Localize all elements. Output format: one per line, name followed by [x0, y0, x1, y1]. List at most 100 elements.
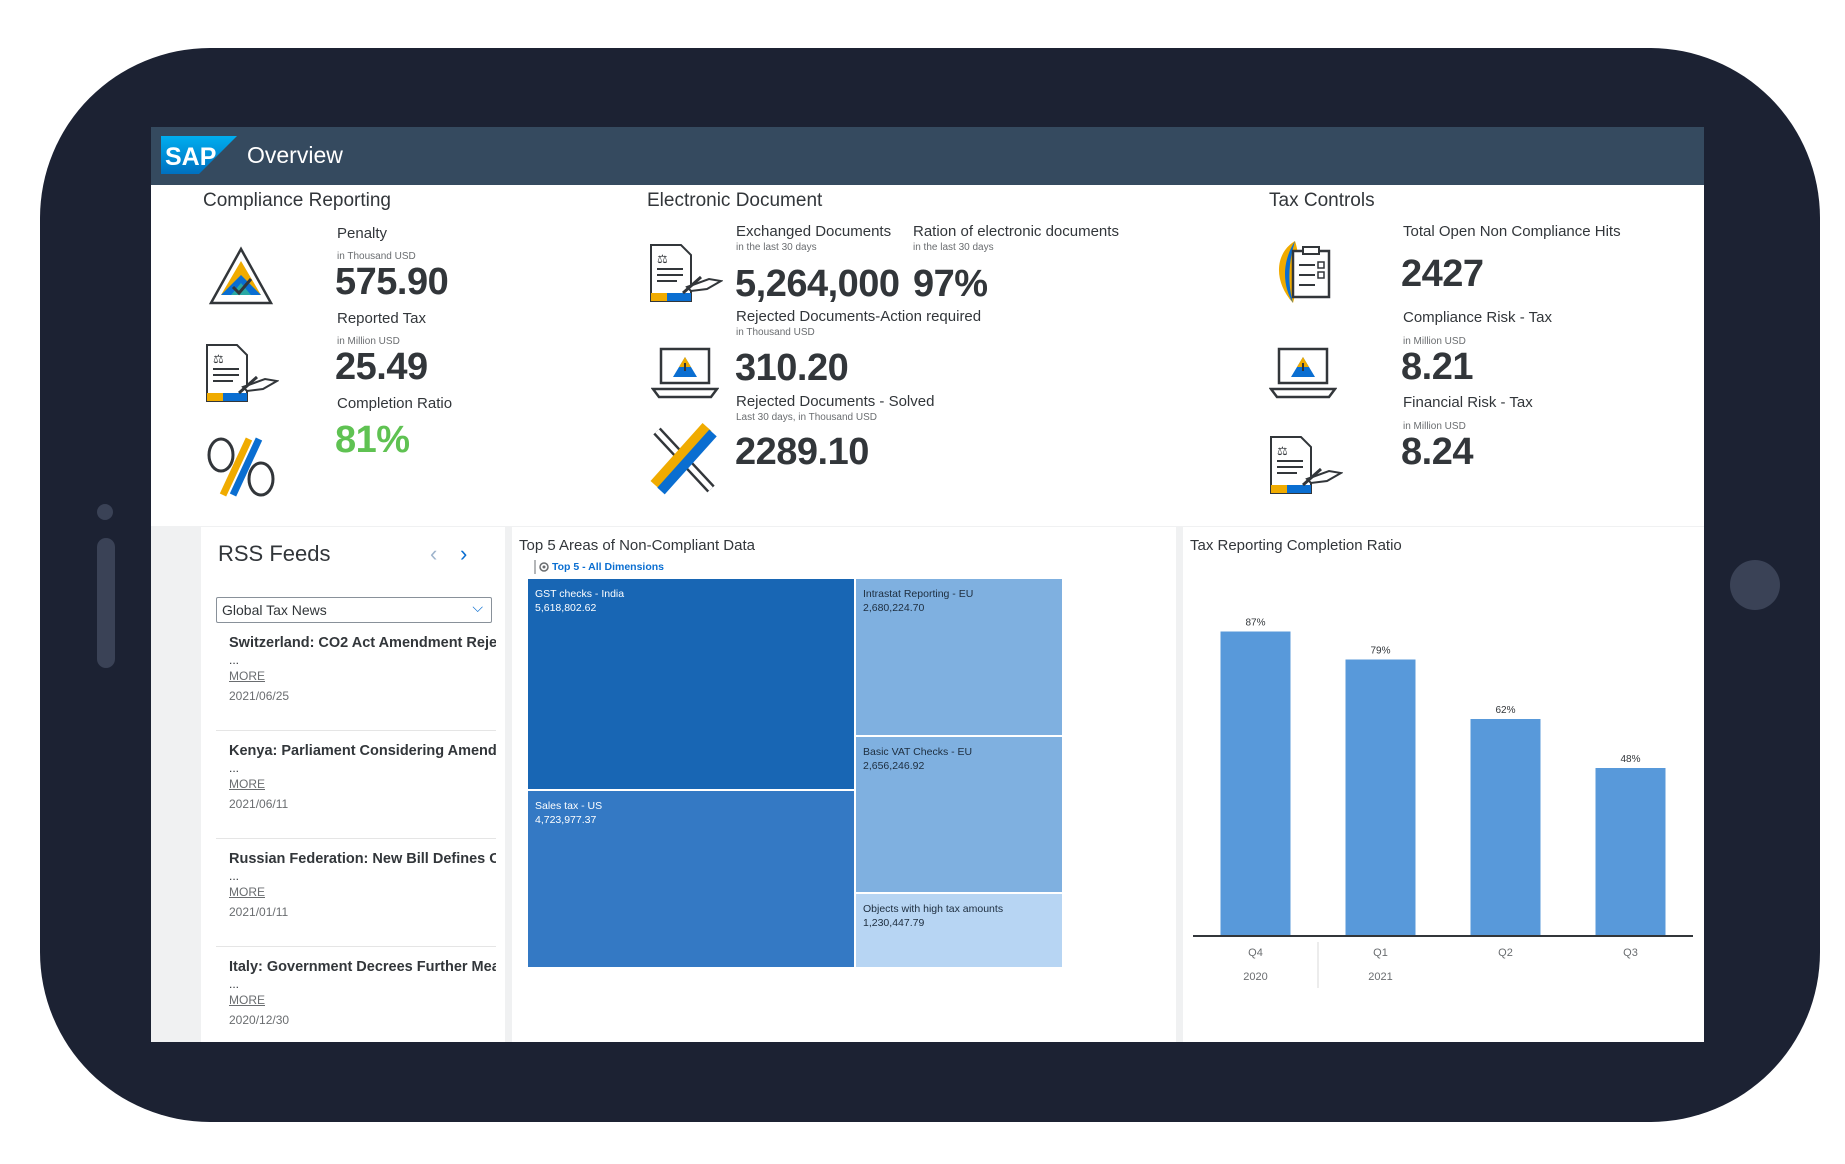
- rejected-action-value[interactable]: 310.20: [735, 347, 849, 389]
- electronic-section-title[interactable]: Electronic Document: [647, 190, 823, 211]
- shell-title: Overview: [247, 142, 343, 168]
- x-tick-label: Q3: [1623, 947, 1638, 959]
- treemap-dimension-link[interactable]: Top 5 - All Dimensions: [552, 561, 665, 573]
- x-group-label: 2020: [1243, 971, 1267, 983]
- treemap-tile-value: 1,230,447.79: [863, 917, 925, 929]
- completion-ratio-label: Completion Ratio: [337, 395, 453, 412]
- rss-item[interactable]: Russian Federation: New Bill Defines C .…: [216, 847, 496, 947]
- treemap-tile-label: GST checks - India: [535, 588, 625, 600]
- rss-feed-select[interactable]: Global Tax News ⌵: [216, 597, 492, 623]
- rss-feeds-title[interactable]: RSS Feeds: [218, 541, 331, 566]
- reported-tax-label: Reported Tax: [337, 310, 426, 327]
- cross-icon: [650, 423, 717, 495]
- percent-icon: [207, 437, 275, 497]
- bar-data-label: 62%: [1495, 705, 1515, 716]
- treemap-card: Top 5 Areas of Non-Compliant Data Top 5 …: [512, 527, 1176, 1042]
- bar-data-label: 79%: [1370, 646, 1390, 657]
- rss-item-more-link[interactable]: MORE: [229, 885, 265, 899]
- rss-item-more-link[interactable]: MORE: [229, 669, 265, 683]
- rss-item-ellipsis: ...: [229, 977, 240, 991]
- penalty-unit: in Thousand USD: [337, 251, 416, 262]
- svg-text:⚖: ⚖: [213, 352, 224, 366]
- rss-item-more-link[interactable]: MORE: [229, 777, 265, 791]
- rss-item[interactable]: Switzerland: CO2 Act Amendment Reje ... …: [216, 631, 496, 731]
- compliance-section-title[interactable]: Compliance Reporting: [203, 190, 391, 211]
- rejected-solved-label: Rejected Documents - Solved: [736, 393, 935, 410]
- treemap-tile-label: Objects with high tax amounts: [863, 903, 1004, 915]
- completion-ratio-value[interactable]: 81%: [335, 419, 410, 461]
- exchanged-docs-value[interactable]: 5,264,000: [735, 263, 900, 305]
- bar[interactable]: [1220, 631, 1291, 937]
- financial-risk-unit: in Million USD: [1403, 421, 1466, 432]
- rss-item-ellipsis: ...: [229, 761, 240, 775]
- financial-risk-label: Financial Risk - Tax: [1403, 394, 1533, 411]
- rss-item[interactable]: Kenya: Parliament Considering Amend ... …: [216, 739, 496, 839]
- bar-data-label: 87%: [1245, 618, 1265, 629]
- rss-item-title[interactable]: Russian Federation: New Bill Defines C: [229, 851, 496, 867]
- leaf-checklist-icon: [1278, 241, 1331, 303]
- tablet-speaker: [97, 538, 115, 668]
- treemap-tile[interactable]: Intrastat Reporting - EU 2,680,224.70: [856, 579, 1062, 735]
- rss-item-ellipsis: ...: [229, 869, 240, 883]
- laptop-warning-icon: [1269, 347, 1337, 399]
- ratio-edocs-sub: in the last 30 days: [913, 242, 994, 253]
- financial-risk-value[interactable]: 8.24: [1401, 431, 1473, 473]
- open-noncompliance-value[interactable]: 2427: [1401, 253, 1484, 295]
- exchanged-docs-sub: in the last 30 days: [736, 242, 817, 253]
- svg-text:⚖: ⚖: [1277, 444, 1288, 458]
- rss-item-title[interactable]: Italy: Government Decrees Further Mea: [229, 959, 496, 975]
- treemap-tile[interactable]: Objects with high tax amounts 1,230,447.…: [856, 894, 1062, 967]
- rss-next-button[interactable]: ›: [460, 541, 468, 566]
- sap-logo[interactable]: SAP: [161, 136, 237, 174]
- svg-text:⚖: ⚖: [657, 252, 668, 266]
- treemap-tile-label: Basic VAT Checks - EU: [863, 746, 973, 758]
- bar[interactable]: [1595, 768, 1666, 936]
- laptop-warning-icon: [651, 347, 719, 399]
- ratio-edocs-label: Ration of electronic documents: [913, 223, 1119, 240]
- compliance-risk-value[interactable]: 8.21: [1401, 346, 1473, 388]
- bar[interactable]: [1470, 719, 1541, 936]
- completion-ratio-chart-card: Tax Reporting Completion Ratio 87% Q4 79% Q…: [1183, 527, 1704, 1042]
- compliance-risk-unit: in Million USD: [1403, 336, 1466, 347]
- rss-item-date: 2021/01/11: [229, 905, 289, 919]
- chevron-down-icon: ⌵: [472, 599, 483, 615]
- treemap-tile-label: Sales tax - US: [535, 800, 603, 812]
- treemap-tile[interactable]: GST checks - India 5,618,802.62: [528, 579, 854, 789]
- rss-item-date: 2020/12/30: [229, 1013, 290, 1027]
- rss-item-date: 2021/06/11: [229, 797, 289, 811]
- triangle-check-icon: [208, 246, 274, 305]
- open-noncompliance-label: Total Open Non Compliance Hits: [1403, 223, 1621, 240]
- tablet-home-button[interactable]: [1730, 560, 1780, 610]
- screen: SAP Overview Compliance Reporting Penalt…: [151, 127, 1704, 1042]
- bar[interactable]: [1345, 659, 1416, 937]
- sap-logo-text: SAP: [165, 143, 216, 171]
- bar-chart-title[interactable]: Tax Reporting Completion Ratio: [1190, 537, 1402, 554]
- treemap-title[interactable]: Top 5 Areas of Non-Compliant Data: [519, 537, 755, 554]
- treemap-tile[interactable]: Sales tax - US 4,723,977.37: [528, 791, 854, 967]
- x-tick-label: Q2: [1498, 947, 1513, 959]
- reported-tax-unit: in Million USD: [337, 336, 400, 347]
- rss-prev-button[interactable]: ‹: [430, 541, 438, 566]
- rss-item-title[interactable]: Switzerland: CO2 Act Amendment Reje: [229, 635, 496, 651]
- tax-controls-section-title[interactable]: Tax Controls: [1269, 190, 1375, 211]
- kpi-header-area: Compliance Reporting Penalty in Thousand…: [151, 185, 1704, 526]
- rejected-solved-sub: Last 30 days, in Thousand USD: [736, 412, 878, 423]
- exchanged-docs-icon: ⚖: [650, 244, 723, 302]
- treemap-tile-label: Intrastat Reporting - EU: [863, 588, 974, 600]
- treemap-tile-value: 2,656,246.92: [863, 760, 925, 772]
- signed-document-icon: ⚖: [1270, 436, 1343, 494]
- rejected-solved-value[interactable]: 2289.10: [735, 431, 869, 473]
- signed-document-icon: ⚖: [206, 344, 279, 402]
- rss-item[interactable]: Italy: Government Decrees Further Mea ..…: [216, 955, 496, 1042]
- rss-item-more-link[interactable]: MORE: [229, 993, 265, 1007]
- ratio-edocs-value[interactable]: 97%: [913, 263, 988, 305]
- reported-tax-value[interactable]: 25.49: [335, 346, 428, 388]
- rss-feed-select-value: Global Tax News: [222, 602, 327, 618]
- penalty-value[interactable]: 575.90: [335, 261, 449, 303]
- dimension-settings-icon[interactable]: [534, 560, 550, 574]
- tablet-camera: [97, 504, 113, 520]
- bar-chart: 87% Q4 79% Q1 62% Q2 48% Q3 2020 2021: [1193, 618, 1693, 988]
- treemap-tile[interactable]: Basic VAT Checks - EU 2,656,246.92: [856, 737, 1062, 892]
- rss-item-title[interactable]: Kenya: Parliament Considering Amend: [229, 743, 496, 759]
- penalty-label: Penalty: [337, 225, 388, 242]
